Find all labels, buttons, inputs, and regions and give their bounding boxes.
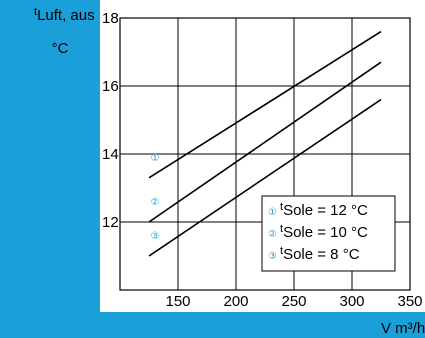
legend-marker: ② bbox=[268, 229, 277, 240]
legend-entry: tSole = 8 °C bbox=[280, 245, 360, 263]
legend-entry: tSole = 10 °C bbox=[280, 223, 368, 241]
x-tick-label: 150 bbox=[165, 293, 190, 310]
series-line bbox=[148, 61, 382, 223]
series-line bbox=[148, 30, 382, 179]
x-axis-label: V m³/h bbox=[381, 320, 425, 337]
y-tick-label: 16 bbox=[102, 78, 119, 95]
y-tick-label: 12 bbox=[102, 214, 119, 231]
plot-frame bbox=[119, 17, 411, 291]
x-tick-label: 250 bbox=[281, 293, 306, 310]
x-tick-label: 300 bbox=[339, 293, 364, 310]
y-axis-unit: °C bbox=[52, 40, 69, 57]
series-marker: ① bbox=[151, 153, 160, 164]
y-tick-label: 18 bbox=[102, 10, 119, 27]
legend-marker: ③ bbox=[268, 251, 277, 262]
x-tick-label: 200 bbox=[223, 293, 248, 310]
legend-marker: ① bbox=[268, 207, 277, 218]
series-marker: ③ bbox=[151, 231, 160, 242]
series-line bbox=[148, 98, 382, 257]
legend-entry: tSole = 12 °C bbox=[280, 201, 368, 219]
series-marker: ② bbox=[151, 197, 160, 208]
y-axis-label: tLuft, aus bbox=[34, 6, 95, 24]
legend-box bbox=[261, 195, 396, 272]
x-tick-label: 350 bbox=[397, 293, 422, 310]
y-tick-label: 14 bbox=[102, 146, 119, 163]
